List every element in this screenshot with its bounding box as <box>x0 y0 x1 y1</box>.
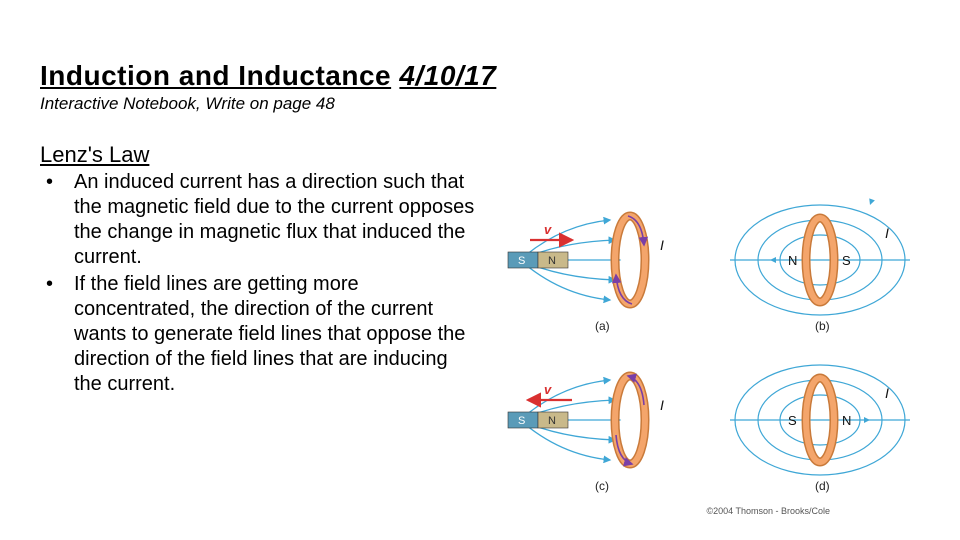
n-label: N <box>788 253 797 268</box>
section-heading: Lenz's Law <box>40 142 920 168</box>
s-label: S <box>788 413 797 428</box>
bullet-text: An induced current has a direction such … <box>74 170 480 270</box>
magnet-s-label: S <box>518 415 525 427</box>
figure-panel-d: S N I (d) <box>720 350 930 495</box>
bullet-list: • An induced current has a direction suc… <box>40 170 480 397</box>
figure-panel-a: S N v I (a) <box>500 190 710 335</box>
lenz-law-figure: S N v I (a) <box>500 190 940 520</box>
caption-a: (a) <box>595 319 610 333</box>
current-label: I <box>885 385 889 401</box>
figure-copyright: ©2004 Thomson - Brooks/Cole <box>706 506 830 516</box>
diagram-a-svg: S N v I <box>500 190 710 335</box>
n-label: N <box>842 413 851 428</box>
caption-d: (d) <box>815 479 830 493</box>
list-item: • An induced current has a direction suc… <box>40 170 480 270</box>
caption-b: (b) <box>815 319 830 333</box>
v-label: v <box>544 222 552 237</box>
magnet-n-label: N <box>548 415 556 427</box>
bullet-text: If the field lines are getting more conc… <box>74 272 480 397</box>
magnet-n-label: N <box>548 255 556 267</box>
figure-panel-c: S N v I (c) <box>500 350 710 495</box>
s-label: S <box>842 253 851 268</box>
magnet-s-label: S <box>518 255 525 267</box>
figure-panel-b: N S I (b) <box>720 190 930 335</box>
current-label: I <box>660 397 664 413</box>
slide: Induction and Inductance 4/10/17 Interac… <box>0 0 960 540</box>
v-label: v <box>544 382 552 397</box>
list-item: • If the field lines are getting more co… <box>40 272 480 397</box>
current-label: I <box>660 237 664 253</box>
current-label: I <box>885 225 889 241</box>
caption-c: (c) <box>595 479 609 493</box>
title-main: Induction and Inductance <box>40 60 391 91</box>
bullet-marker: • <box>40 170 74 270</box>
title-date: 4/10/17 <box>399 60 496 91</box>
diagram-b-svg: N S I <box>720 190 930 335</box>
slide-title: Induction and Inductance 4/10/17 <box>40 60 920 92</box>
slide-subtitle: Interactive Notebook, Write on page 48 <box>40 94 920 114</box>
diagram-c-svg: S N v I <box>500 350 710 495</box>
diagram-d-svg: S N I <box>720 350 930 495</box>
bullet-marker: • <box>40 272 74 397</box>
